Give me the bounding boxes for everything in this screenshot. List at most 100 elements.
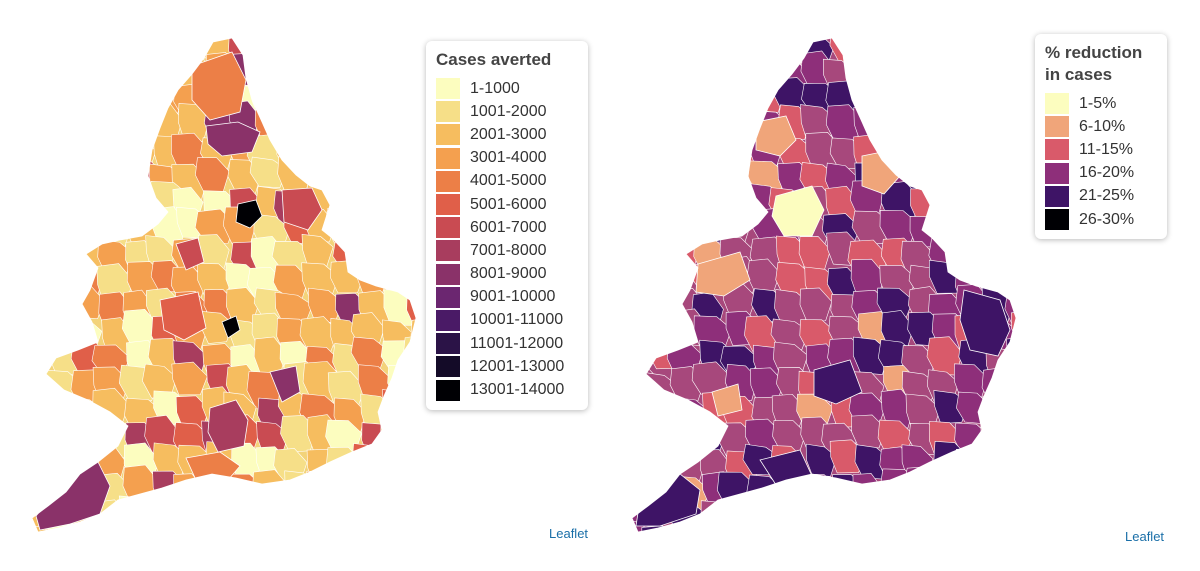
region[interactable] [671,190,707,225]
region[interactable] [952,34,993,70]
region[interactable] [359,215,396,254]
region[interactable] [246,34,283,72]
region[interactable] [355,522,393,555]
region[interactable] [72,155,111,190]
map-panel-cases-averted[interactable]: Cases averted 1-1000 1001-2000 2001-3000 30… [0,0,600,571]
region[interactable] [69,422,108,461]
region-highlight[interactable] [207,399,249,453]
region[interactable] [753,525,789,564]
region[interactable] [884,517,922,554]
region[interactable] [1005,104,1039,136]
region[interactable] [304,496,340,537]
region[interactable] [671,103,705,138]
region[interactable] [700,500,735,532]
region[interactable] [407,495,446,532]
region[interactable] [928,86,969,122]
region[interactable] [385,214,419,248]
region[interactable] [669,205,708,240]
region[interactable] [826,523,863,560]
region[interactable] [249,156,288,189]
region[interactable] [358,104,393,142]
region-highlight[interactable] [175,237,205,271]
region-highlight[interactable] [771,185,825,237]
region[interactable] [698,104,735,141]
region-highlight[interactable] [755,115,797,157]
region[interactable] [928,129,968,164]
region[interactable] [94,110,128,147]
region[interactable] [981,396,1015,430]
region[interactable] [20,181,58,217]
region[interactable] [641,236,676,271]
region[interactable] [646,55,681,87]
region[interactable] [663,58,701,95]
region[interactable] [273,57,309,93]
region[interactable] [908,136,949,173]
region[interactable] [623,292,660,329]
region[interactable] [381,446,415,479]
region[interactable] [75,104,109,139]
region[interactable] [933,106,967,144]
region[interactable] [675,129,710,165]
region[interactable] [621,53,661,90]
region[interactable] [956,107,989,146]
region[interactable] [618,128,656,169]
region[interactable] [145,519,184,554]
region[interactable] [648,422,683,454]
region[interactable] [45,56,81,95]
region[interactable] [902,51,937,85]
region-highlight[interactable] [159,291,207,341]
region-highlight[interactable] [221,315,241,339]
region[interactable] [382,389,420,427]
region[interactable] [352,443,388,475]
region[interactable] [802,495,838,532]
region[interactable] [777,497,814,534]
region[interactable] [1006,336,1040,375]
region[interactable] [933,183,967,218]
region[interactable] [985,185,1023,227]
region[interactable] [408,526,444,561]
region[interactable] [981,447,1016,487]
region[interactable] [379,499,417,538]
region[interactable] [47,286,83,322]
region[interactable] [694,190,731,224]
region[interactable] [1009,416,1043,457]
region[interactable] [275,105,310,143]
region[interactable] [621,237,660,277]
region[interactable] [645,213,685,252]
region-highlight[interactable] [191,51,247,121]
region[interactable] [326,471,366,508]
region[interactable] [249,518,289,555]
region[interactable] [43,443,80,485]
leaflet-attribution-link[interactable]: Leaflet [1125,529,1165,544]
region[interactable] [278,522,313,559]
region[interactable] [333,182,366,218]
region[interactable] [380,26,416,60]
region[interactable] [957,469,993,508]
region[interactable] [725,78,759,116]
region[interactable] [17,446,55,485]
region[interactable] [1012,398,1043,435]
region[interactable] [856,523,895,561]
region[interactable] [23,106,61,140]
region[interactable] [851,414,887,449]
region[interactable] [648,27,687,65]
region[interactable] [954,422,991,458]
region[interactable] [353,56,393,94]
region[interactable] [618,310,651,350]
region[interactable] [356,233,397,272]
region[interactable] [282,27,322,59]
region-highlight[interactable] [709,117,753,171]
region[interactable] [670,79,704,118]
region[interactable] [327,79,360,118]
region[interactable] [352,157,389,197]
map-england-wales-percent-reduction[interactable] [600,0,1200,571]
region[interactable] [643,268,680,304]
region[interactable] [696,524,735,562]
region-highlight[interactable] [35,461,111,531]
region-highlight[interactable] [281,187,323,231]
region[interactable] [985,206,1020,243]
region[interactable] [930,34,965,67]
region[interactable] [379,130,415,165]
region[interactable] [624,78,659,116]
region[interactable] [45,127,78,162]
